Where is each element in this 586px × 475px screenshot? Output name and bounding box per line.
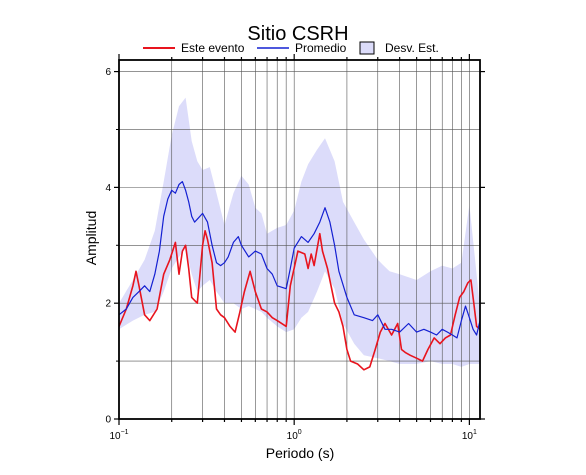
std-dev-band xyxy=(119,97,480,367)
legend-label-promedio: Promedio xyxy=(295,41,347,55)
legend-label-este-evento: Este evento xyxy=(181,41,245,55)
legend-label-desv-est: Desv. Est. xyxy=(385,41,439,55)
chart-title: Sitio CSRH xyxy=(247,23,348,45)
series-line-promedio xyxy=(118,181,481,339)
legend-swatch-desv-est xyxy=(359,41,375,55)
y-tick-label: 0 xyxy=(105,415,111,426)
x-tick-label-exponent: 0 xyxy=(298,429,302,436)
x-tick-label-exponent: −1 xyxy=(121,429,129,436)
x-tick-label: 101 xyxy=(462,429,477,442)
y-tick-label: 2 xyxy=(105,299,111,310)
y-axis-label: Amplitud xyxy=(83,211,99,265)
x-axis-label: Periodo (s) xyxy=(266,445,334,461)
x-tick-label-exponent: 1 xyxy=(473,429,477,436)
x-tick-label-base: 10 xyxy=(287,431,299,442)
legend: Este evento Promedio Desv. Est. xyxy=(143,41,439,55)
x-tick-label-base: 10 xyxy=(109,431,121,442)
series-line-este-evento xyxy=(118,230,481,371)
plot-frame xyxy=(118,59,481,420)
x-tick-label: 10−1 xyxy=(109,429,128,442)
x-tick-label: 100 xyxy=(287,429,302,442)
y-tick-label: 4 xyxy=(105,183,111,194)
y-tick-label: 6 xyxy=(105,67,111,78)
x-tick-label-base: 10 xyxy=(462,431,474,442)
